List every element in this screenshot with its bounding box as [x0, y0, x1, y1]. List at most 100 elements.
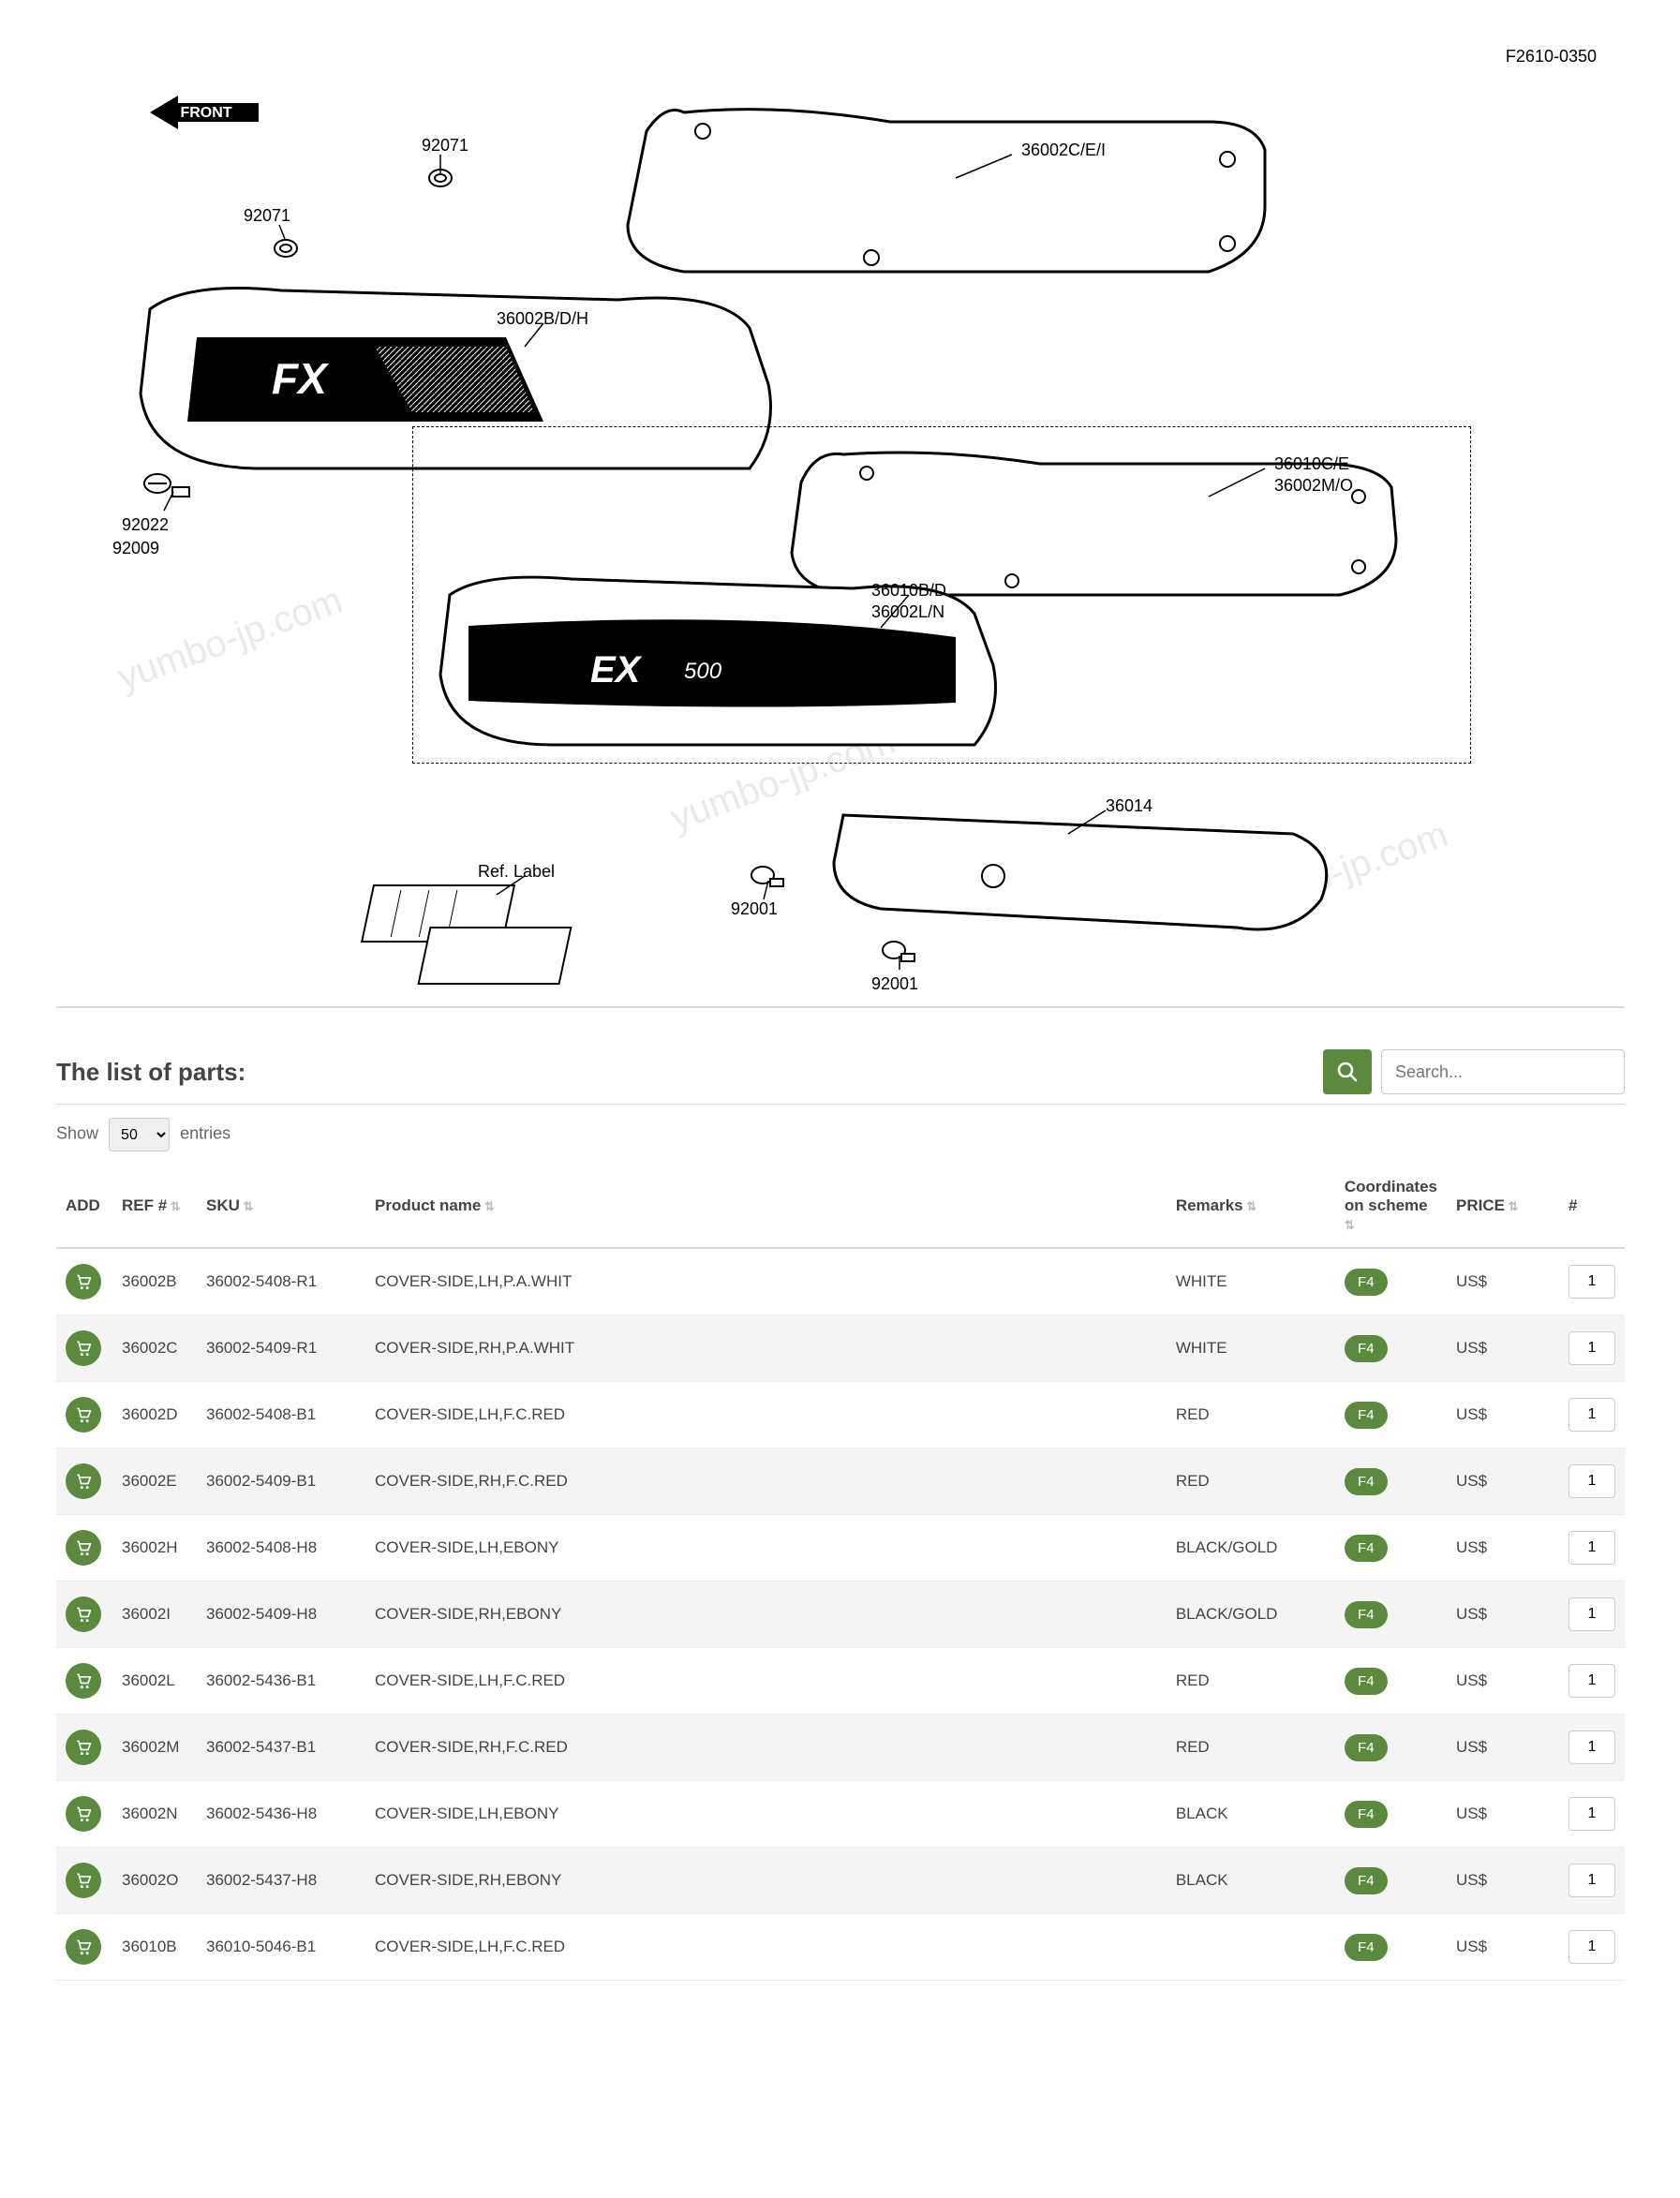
price-text: US$: [1456, 1671, 1487, 1689]
part-label: Ref. Label: [478, 862, 555, 882]
qty-input[interactable]: [1568, 1864, 1615, 1897]
qty-input[interactable]: [1568, 1398, 1615, 1432]
sku-text: 36010-5046-B1: [206, 1938, 316, 1955]
add-to-cart-button[interactable]: [66, 1929, 101, 1965]
add-to-cart-button[interactable]: [66, 1796, 101, 1832]
qty-input[interactable]: [1568, 1730, 1615, 1764]
qty-input[interactable]: [1568, 1331, 1615, 1365]
part-label: 92001: [731, 899, 778, 919]
price-text: US$: [1456, 1804, 1487, 1822]
show-suffix: entries: [180, 1124, 230, 1143]
price-text: US$: [1456, 1871, 1487, 1889]
table-row: 36010B 36010-5046-B1 COVER-SIDE,LH,F.C.R…: [56, 1914, 1625, 1981]
ref-text: 36002O: [122, 1871, 179, 1889]
ref-text: 36002N: [122, 1804, 178, 1822]
part-label: 36010C/E: [1274, 454, 1349, 474]
remarks-text: RED: [1176, 1671, 1210, 1689]
price-text: US$: [1456, 1605, 1487, 1623]
search-input[interactable]: [1381, 1049, 1625, 1094]
col-qty: #: [1559, 1165, 1625, 1248]
cart-icon: [74, 1472, 93, 1491]
col-ref[interactable]: REF #: [112, 1165, 197, 1248]
add-to-cart-button[interactable]: [66, 1597, 101, 1632]
qty-input[interactable]: [1568, 1664, 1615, 1698]
price-text: US$: [1456, 1938, 1487, 1955]
coord-badge[interactable]: F4: [1345, 1335, 1388, 1362]
table-row: 36002M 36002-5437-B1 COVER-SIDE,RH,F.C.R…: [56, 1715, 1625, 1781]
remarks-text: RED: [1176, 1738, 1210, 1756]
qty-input[interactable]: [1568, 1265, 1615, 1299]
part-label: 92022: [122, 515, 169, 535]
sku-text: 36002-5408-R1: [206, 1272, 317, 1290]
qty-input[interactable]: [1568, 1930, 1615, 1964]
search-group: [1323, 1049, 1625, 1094]
ref-text: 36002C: [122, 1339, 178, 1357]
name-text: COVER-SIDE,LH,F.C.RED: [375, 1405, 565, 1423]
cart-icon: [74, 1605, 93, 1624]
coord-badge[interactable]: F4: [1345, 1402, 1388, 1429]
part-label: 36002L/N: [871, 602, 944, 622]
price-text: US$: [1456, 1538, 1487, 1556]
coord-badge[interactable]: F4: [1345, 1601, 1388, 1628]
name-text: COVER-SIDE,LH,EBONY: [375, 1804, 559, 1822]
sku-text: 36002-5437-H8: [206, 1871, 317, 1889]
name-text: COVER-SIDE,LH,F.C.RED: [375, 1938, 565, 1955]
search-button[interactable]: [1323, 1049, 1372, 1094]
part-label: 36002M/O: [1274, 476, 1353, 496]
coord-badge[interactable]: F4: [1345, 1934, 1388, 1961]
add-to-cart-button[interactable]: [66, 1264, 101, 1299]
add-to-cart-button[interactable]: [66, 1530, 101, 1566]
name-text: COVER-SIDE,RH,EBONY: [375, 1871, 561, 1889]
part-label: 92071: [244, 206, 290, 226]
add-to-cart-button[interactable]: [66, 1863, 101, 1898]
ref-text: 36002M: [122, 1738, 179, 1756]
cart-icon: [74, 1671, 93, 1690]
cart-icon: [74, 1938, 93, 1956]
coord-badge[interactable]: F4: [1345, 1468, 1388, 1495]
table-row: 36002D 36002-5408-B1 COVER-SIDE,LH,F.C.R…: [56, 1382, 1625, 1448]
sku-text: 36002-5409-R1: [206, 1339, 317, 1357]
cart-icon: [74, 1538, 93, 1557]
table-head: ADD REF # SKU Product name Remarks Coord…: [56, 1165, 1625, 1248]
part-label: 36010B/D: [871, 581, 946, 601]
remarks-text: WHITE: [1176, 1339, 1227, 1357]
add-to-cart-button[interactable]: [66, 1663, 101, 1699]
add-to-cart-button[interactable]: [66, 1730, 101, 1765]
ref-text: 36002E: [122, 1472, 177, 1490]
price-text: US$: [1456, 1405, 1487, 1423]
col-add: ADD: [56, 1165, 112, 1248]
name-text: COVER-SIDE,RH,P.A.WHIT: [375, 1339, 574, 1357]
show-entries: Show 102550100 entries: [56, 1118, 1625, 1151]
page-size-select[interactable]: 102550100: [109, 1118, 170, 1151]
col-coord[interactable]: Coordinates on scheme: [1335, 1165, 1447, 1248]
coord-badge[interactable]: F4: [1345, 1269, 1388, 1296]
coord-badge[interactable]: F4: [1345, 1668, 1388, 1695]
coord-badge[interactable]: F4: [1345, 1734, 1388, 1761]
col-name[interactable]: Product name: [365, 1165, 1167, 1248]
name-text: COVER-SIDE,LH,F.C.RED: [375, 1671, 565, 1689]
name-text: COVER-SIDE,LH,P.A.WHIT: [375, 1272, 572, 1290]
cart-icon: [74, 1405, 93, 1424]
table-row: 36002H 36002-5408-H8 COVER-SIDE,LH,EBONY…: [56, 1515, 1625, 1582]
add-to-cart-button[interactable]: [66, 1397, 101, 1433]
qty-input[interactable]: [1568, 1464, 1615, 1498]
remarks-text: RED: [1176, 1472, 1210, 1490]
cart-icon: [74, 1871, 93, 1890]
ref-text: 36002D: [122, 1405, 178, 1423]
col-remarks[interactable]: Remarks: [1167, 1165, 1335, 1248]
add-to-cart-button[interactable]: [66, 1463, 101, 1499]
ref-text: 36002L: [122, 1671, 175, 1689]
col-sku[interactable]: SKU: [197, 1165, 365, 1248]
qty-input[interactable]: [1568, 1597, 1615, 1631]
remarks-text: BLACK/GOLD: [1176, 1538, 1278, 1556]
coord-badge[interactable]: F4: [1345, 1801, 1388, 1828]
qty-input[interactable]: [1568, 1797, 1615, 1831]
cart-icon: [74, 1272, 93, 1291]
coord-badge[interactable]: F4: [1345, 1867, 1388, 1894]
coord-badge[interactable]: F4: [1345, 1535, 1388, 1562]
qty-input[interactable]: [1568, 1531, 1615, 1565]
add-to-cart-button[interactable]: [66, 1330, 101, 1366]
table-row: 36002E 36002-5409-B1 COVER-SIDE,RH,F.C.R…: [56, 1448, 1625, 1515]
col-price[interactable]: PRICE: [1447, 1165, 1559, 1248]
price-text: US$: [1456, 1339, 1487, 1357]
